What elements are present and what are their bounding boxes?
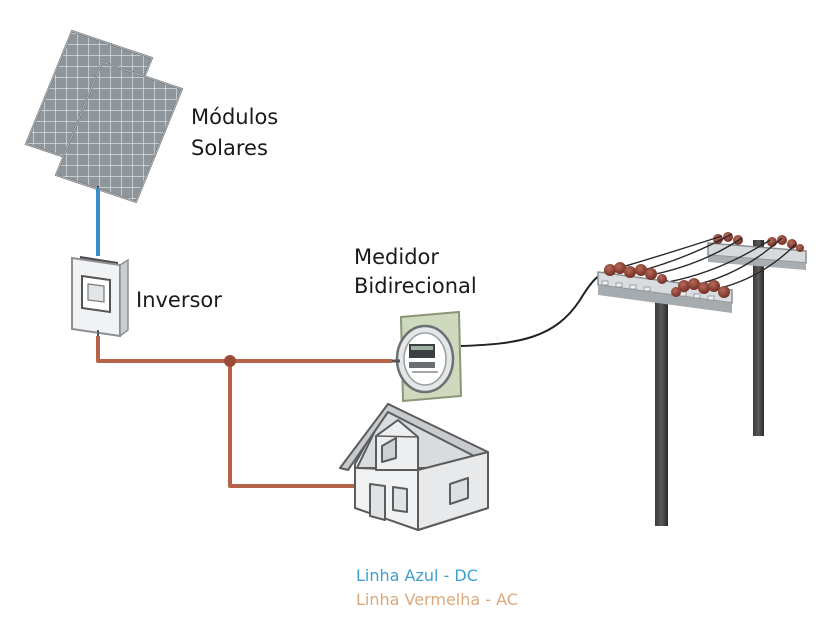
power-poles-icon (597, 232, 807, 526)
ac-wire (96, 336, 392, 488)
solar-modules-label: Módulos Solares (191, 105, 278, 161)
meter-label: Medidor Bidirecional (354, 245, 477, 299)
legend-ac: Linha Vermelha - AC (356, 590, 518, 609)
meter-label-line1: Medidor (354, 245, 440, 269)
solar-modules-icon (24, 29, 184, 204)
house-icon (339, 403, 489, 531)
inverter-label: Inversor (136, 288, 222, 312)
solar-modules-label-line1: Módulos (191, 105, 279, 129)
wire-junction (224, 355, 236, 367)
legend-dc: Linha Azul - DC (356, 566, 478, 585)
meter-label-line2: Bidirecional (354, 274, 477, 299)
grid-cable (460, 269, 613, 347)
bidirectional-meter-icon (392, 310, 463, 403)
inverter-icon (71, 256, 129, 338)
solar-modules-label-line2: Solares (191, 136, 268, 161)
